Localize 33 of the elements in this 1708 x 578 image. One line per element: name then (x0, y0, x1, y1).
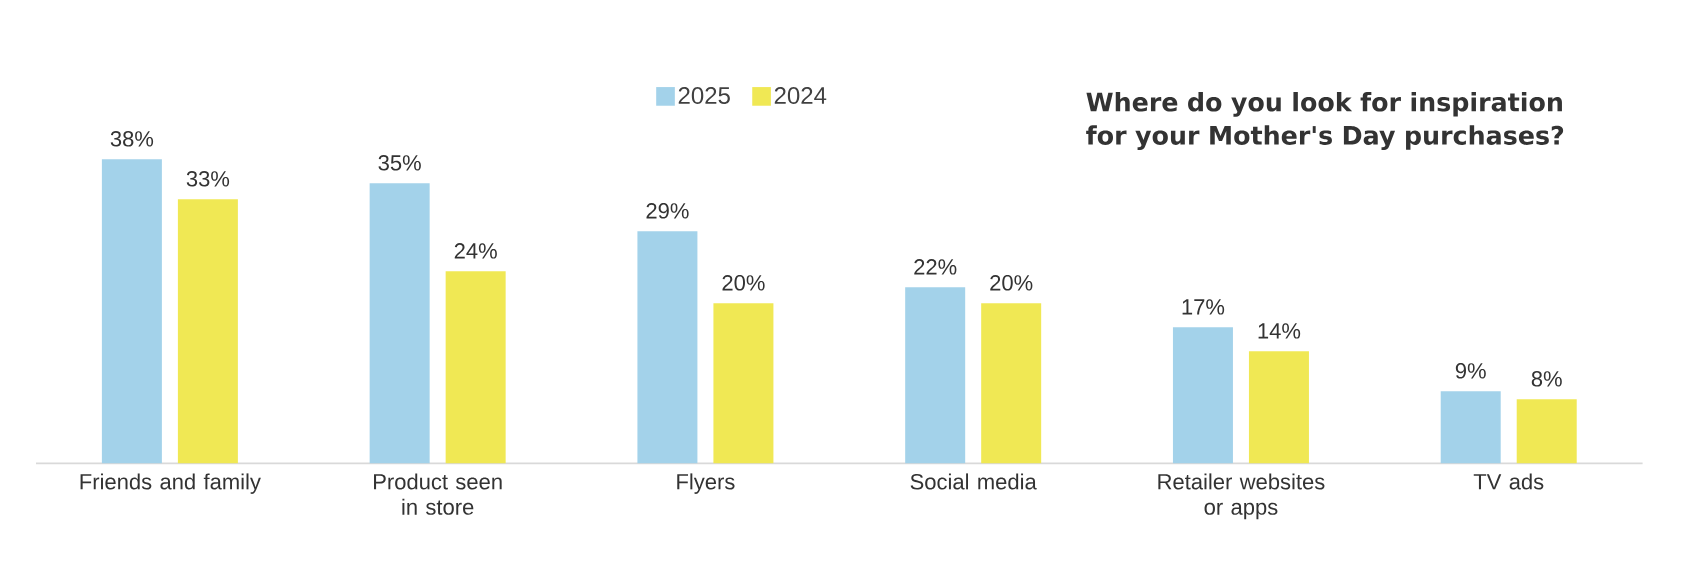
x-tick-label: Retailer websites or apps (1158, 473, 1325, 520)
bar (1516, 399, 1577, 464)
bar (369, 183, 430, 464)
x-tick-label: Product seen in store (374, 473, 502, 515)
data-label: 33% (186, 171, 230, 187)
bar (637, 231, 698, 464)
bar (177, 199, 238, 464)
x-tick-label: Social media (910, 473, 1037, 490)
legend-label: 2024 (774, 87, 827, 105)
bar (1440, 391, 1501, 464)
data-label: 29% (646, 203, 689, 219)
data-label: 9% (1455, 363, 1486, 379)
chart-title: Where do you look for inspiration for your Mother's Day purchases? (1086, 92, 1564, 151)
data-label: 8% (1531, 371, 1562, 387)
data-label: 14% (1258, 323, 1301, 339)
bar (445, 271, 506, 464)
x-tick-label: TV ads (1473, 473, 1544, 490)
bar (1248, 351, 1309, 464)
bar (981, 303, 1042, 464)
data-label: 17% (1182, 299, 1225, 315)
bar (713, 303, 774, 464)
data-label: 24% (454, 243, 497, 259)
bar (101, 159, 162, 464)
legend-label: 2025 (678, 87, 730, 105)
x-tick-label: Flyers (677, 473, 735, 494)
data-label: 20% (722, 275, 765, 291)
data-label: 35% (378, 155, 421, 171)
x-tick-label: Friends and family (80, 473, 261, 494)
data-label: 22% (914, 259, 957, 275)
data-label: 38% (110, 131, 154, 147)
bar (905, 287, 966, 464)
bar (1172, 327, 1233, 464)
data-label: 20% (990, 275, 1033, 291)
